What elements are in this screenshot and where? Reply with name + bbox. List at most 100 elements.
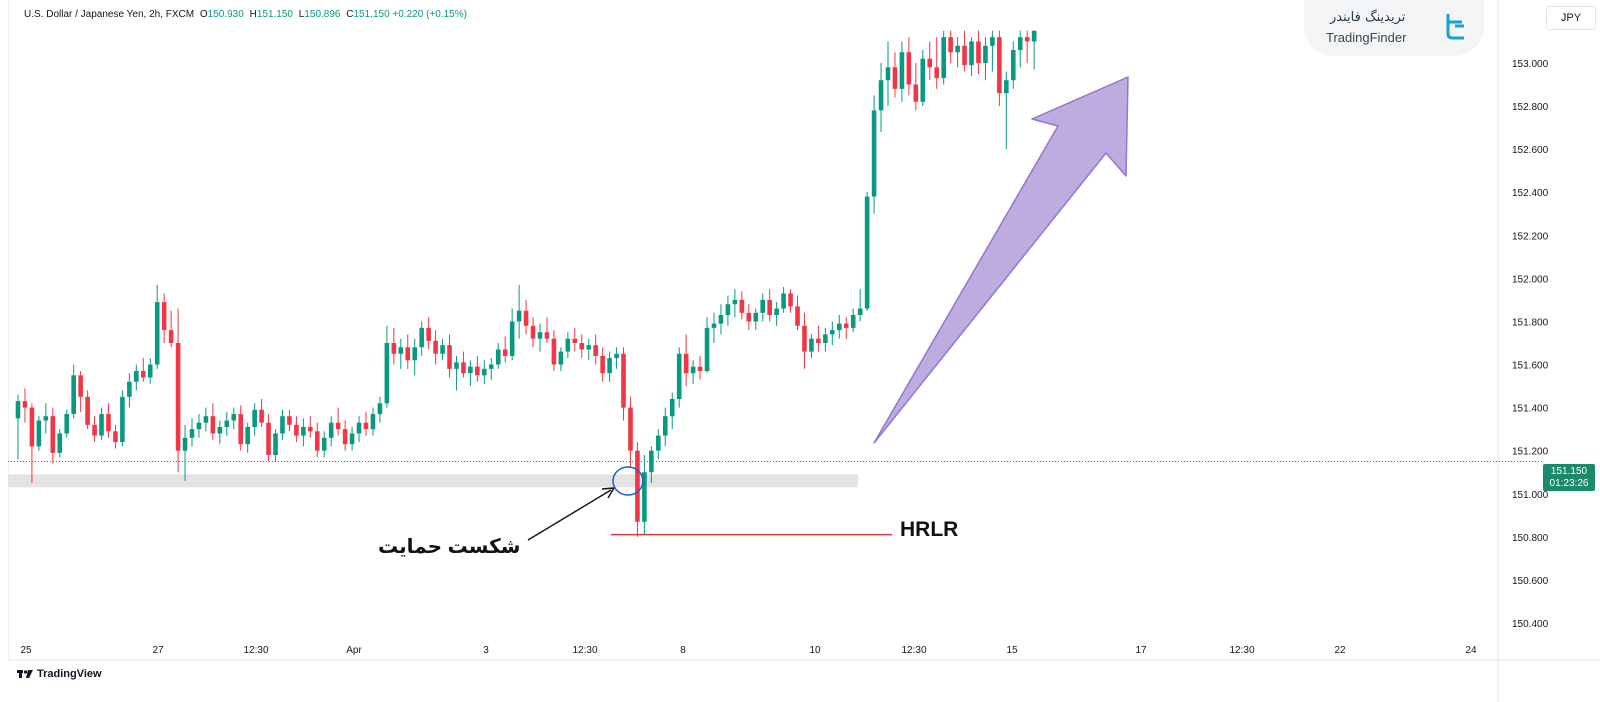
candle-body (321, 437, 327, 451)
candle-body (398, 347, 404, 354)
candle-body (1010, 50, 1016, 81)
tradingfinder-logo-icon (1446, 14, 1464, 40)
candle-body (802, 325, 807, 352)
candle-body (433, 340, 438, 354)
candle-body (92, 424, 97, 436)
candle-body (676, 353, 682, 399)
candle-body (454, 362, 459, 369)
candle-body (134, 370, 139, 382)
candle-body (342, 429, 348, 445)
last-price-value: 151.150 (1550, 466, 1588, 477)
candle-body (843, 323, 849, 328)
candle-body (280, 416, 285, 434)
chart-svg[interactable]: 153.000 152.800 152.600 152.400 152.200 152.0… (8, 0, 1600, 702)
candle-body (774, 308, 779, 315)
candle-body (475, 366, 480, 376)
x-tick-label: 8 (680, 645, 686, 656)
open-label: O (199, 9, 208, 20)
candle-body (57, 433, 63, 453)
symbol-header: U.S. Dollar / Japanese Yen, 2h, FXCM O 15… (24, 9, 467, 20)
candle-body (335, 422, 341, 430)
candle-body (739, 299, 745, 313)
candle-body (447, 345, 452, 369)
low-value: 150.896 (304, 9, 341, 20)
last-price-badge: 151.150 01:23:26 (1543, 464, 1595, 491)
candle-body (287, 416, 292, 425)
high-value: 151.150 (256, 9, 293, 20)
currency-button[interactable]: JPY (1546, 6, 1596, 30)
candle-body (579, 342, 585, 350)
candle-body (502, 349, 508, 356)
candle-body (864, 196, 870, 309)
candle-body (711, 323, 717, 328)
support-break-label: شکست حمایت (378, 536, 521, 558)
candle-body (196, 422, 202, 430)
candle-body (50, 416, 56, 453)
candle-body (1024, 37, 1030, 42)
candle-body (934, 67, 940, 79)
candle-body (544, 332, 550, 339)
x-tick-label: 17 (1135, 645, 1147, 656)
candle-body (412, 347, 418, 361)
candle-body (273, 433, 278, 455)
tradingview-logo-icon (17, 670, 33, 678)
candle-body (328, 422, 334, 438)
y-tick-label: 151.200 (1512, 447, 1549, 458)
change-value: +0.220 (+0.15%) (392, 9, 467, 20)
x-tick-label: 27 (152, 645, 164, 656)
candle-body (656, 435, 661, 451)
candle-body (426, 327, 431, 341)
candle-body (349, 433, 355, 445)
candle-body (71, 375, 76, 415)
chart-frame: 153.000 152.800 152.600 152.400 152.200 152.0… (8, 0, 1600, 702)
candle-body (906, 52, 912, 85)
candle-body (558, 351, 564, 365)
candle-body (927, 58, 933, 68)
x-tick-label: 15 (1006, 645, 1018, 656)
candle-body (140, 370, 146, 378)
candle-body (509, 321, 515, 356)
candle-body (857, 308, 863, 315)
candle-body (990, 37, 995, 46)
candle-body (565, 338, 571, 352)
watermark-english: TradingFinder (1326, 30, 1407, 45)
candle-body (161, 302, 167, 331)
tradingview-footer[interactable]: TradingView (17, 668, 102, 680)
candle-body (99, 414, 104, 436)
candle-body (593, 345, 598, 356)
candle-body (767, 299, 772, 315)
candle-body (189, 429, 195, 438)
y-tick-label: 153.000 (1512, 59, 1549, 70)
candle-body (523, 310, 529, 326)
candle-body (718, 314, 724, 324)
candle-body (1017, 37, 1023, 51)
candle-body (36, 420, 42, 447)
candle-body (440, 345, 445, 354)
candle-body (885, 67, 891, 81)
candle-body (468, 366, 473, 374)
symbol-title: U.S. Dollar / Japanese Yen, 2h, FXCM (24, 9, 195, 20)
candle-body (314, 431, 320, 451)
candle-body (120, 396, 125, 443)
close-label: C (346, 9, 354, 20)
y-tick-label: 152.400 (1512, 188, 1549, 199)
candle-body (203, 416, 209, 423)
x-tick-label: 25 (20, 645, 32, 656)
candle-body (495, 349, 501, 365)
candle-body (537, 332, 543, 339)
candle-body (941, 37, 946, 79)
candle-body (182, 437, 188, 451)
candle-body (878, 80, 884, 111)
candle-body (621, 353, 626, 408)
candle-body (43, 416, 49, 421)
candle-body (600, 355, 605, 374)
candle-body (572, 338, 578, 343)
candle-body (294, 424, 299, 436)
y-tick-label: 150.600 (1512, 576, 1549, 587)
candle-body (614, 353, 619, 359)
candle-body (405, 347, 411, 361)
candle-body (955, 45, 960, 53)
close-value: 151.150 (353, 9, 390, 20)
candle-body (1004, 80, 1009, 94)
candle-body (384, 342, 390, 404)
